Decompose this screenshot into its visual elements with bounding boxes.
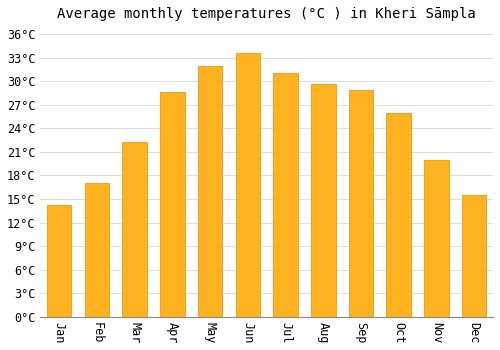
Bar (47, 205, 72, 317)
Bar (348, 90, 374, 317)
Bar (160, 92, 184, 317)
Bar (84, 183, 109, 317)
Bar (424, 160, 448, 317)
Bar (47, 205, 72, 317)
Bar (462, 195, 486, 317)
Bar (198, 65, 222, 317)
Bar (122, 142, 147, 317)
Bar (84, 183, 109, 317)
Bar (424, 160, 448, 317)
Bar (236, 53, 260, 317)
Bar (160, 92, 184, 317)
Bar (274, 74, 298, 317)
Bar (236, 53, 260, 317)
Bar (274, 74, 298, 317)
Bar (198, 65, 222, 317)
Bar (348, 90, 374, 317)
Title: Average monthly temperatures (°C ) in Kheri Sāmpla: Average monthly temperatures (°C ) in Kh… (58, 7, 476, 21)
Bar (386, 113, 411, 317)
Bar (462, 195, 486, 317)
Bar (311, 84, 336, 317)
Bar (311, 84, 336, 317)
Bar (386, 113, 411, 317)
Bar (122, 142, 147, 317)
